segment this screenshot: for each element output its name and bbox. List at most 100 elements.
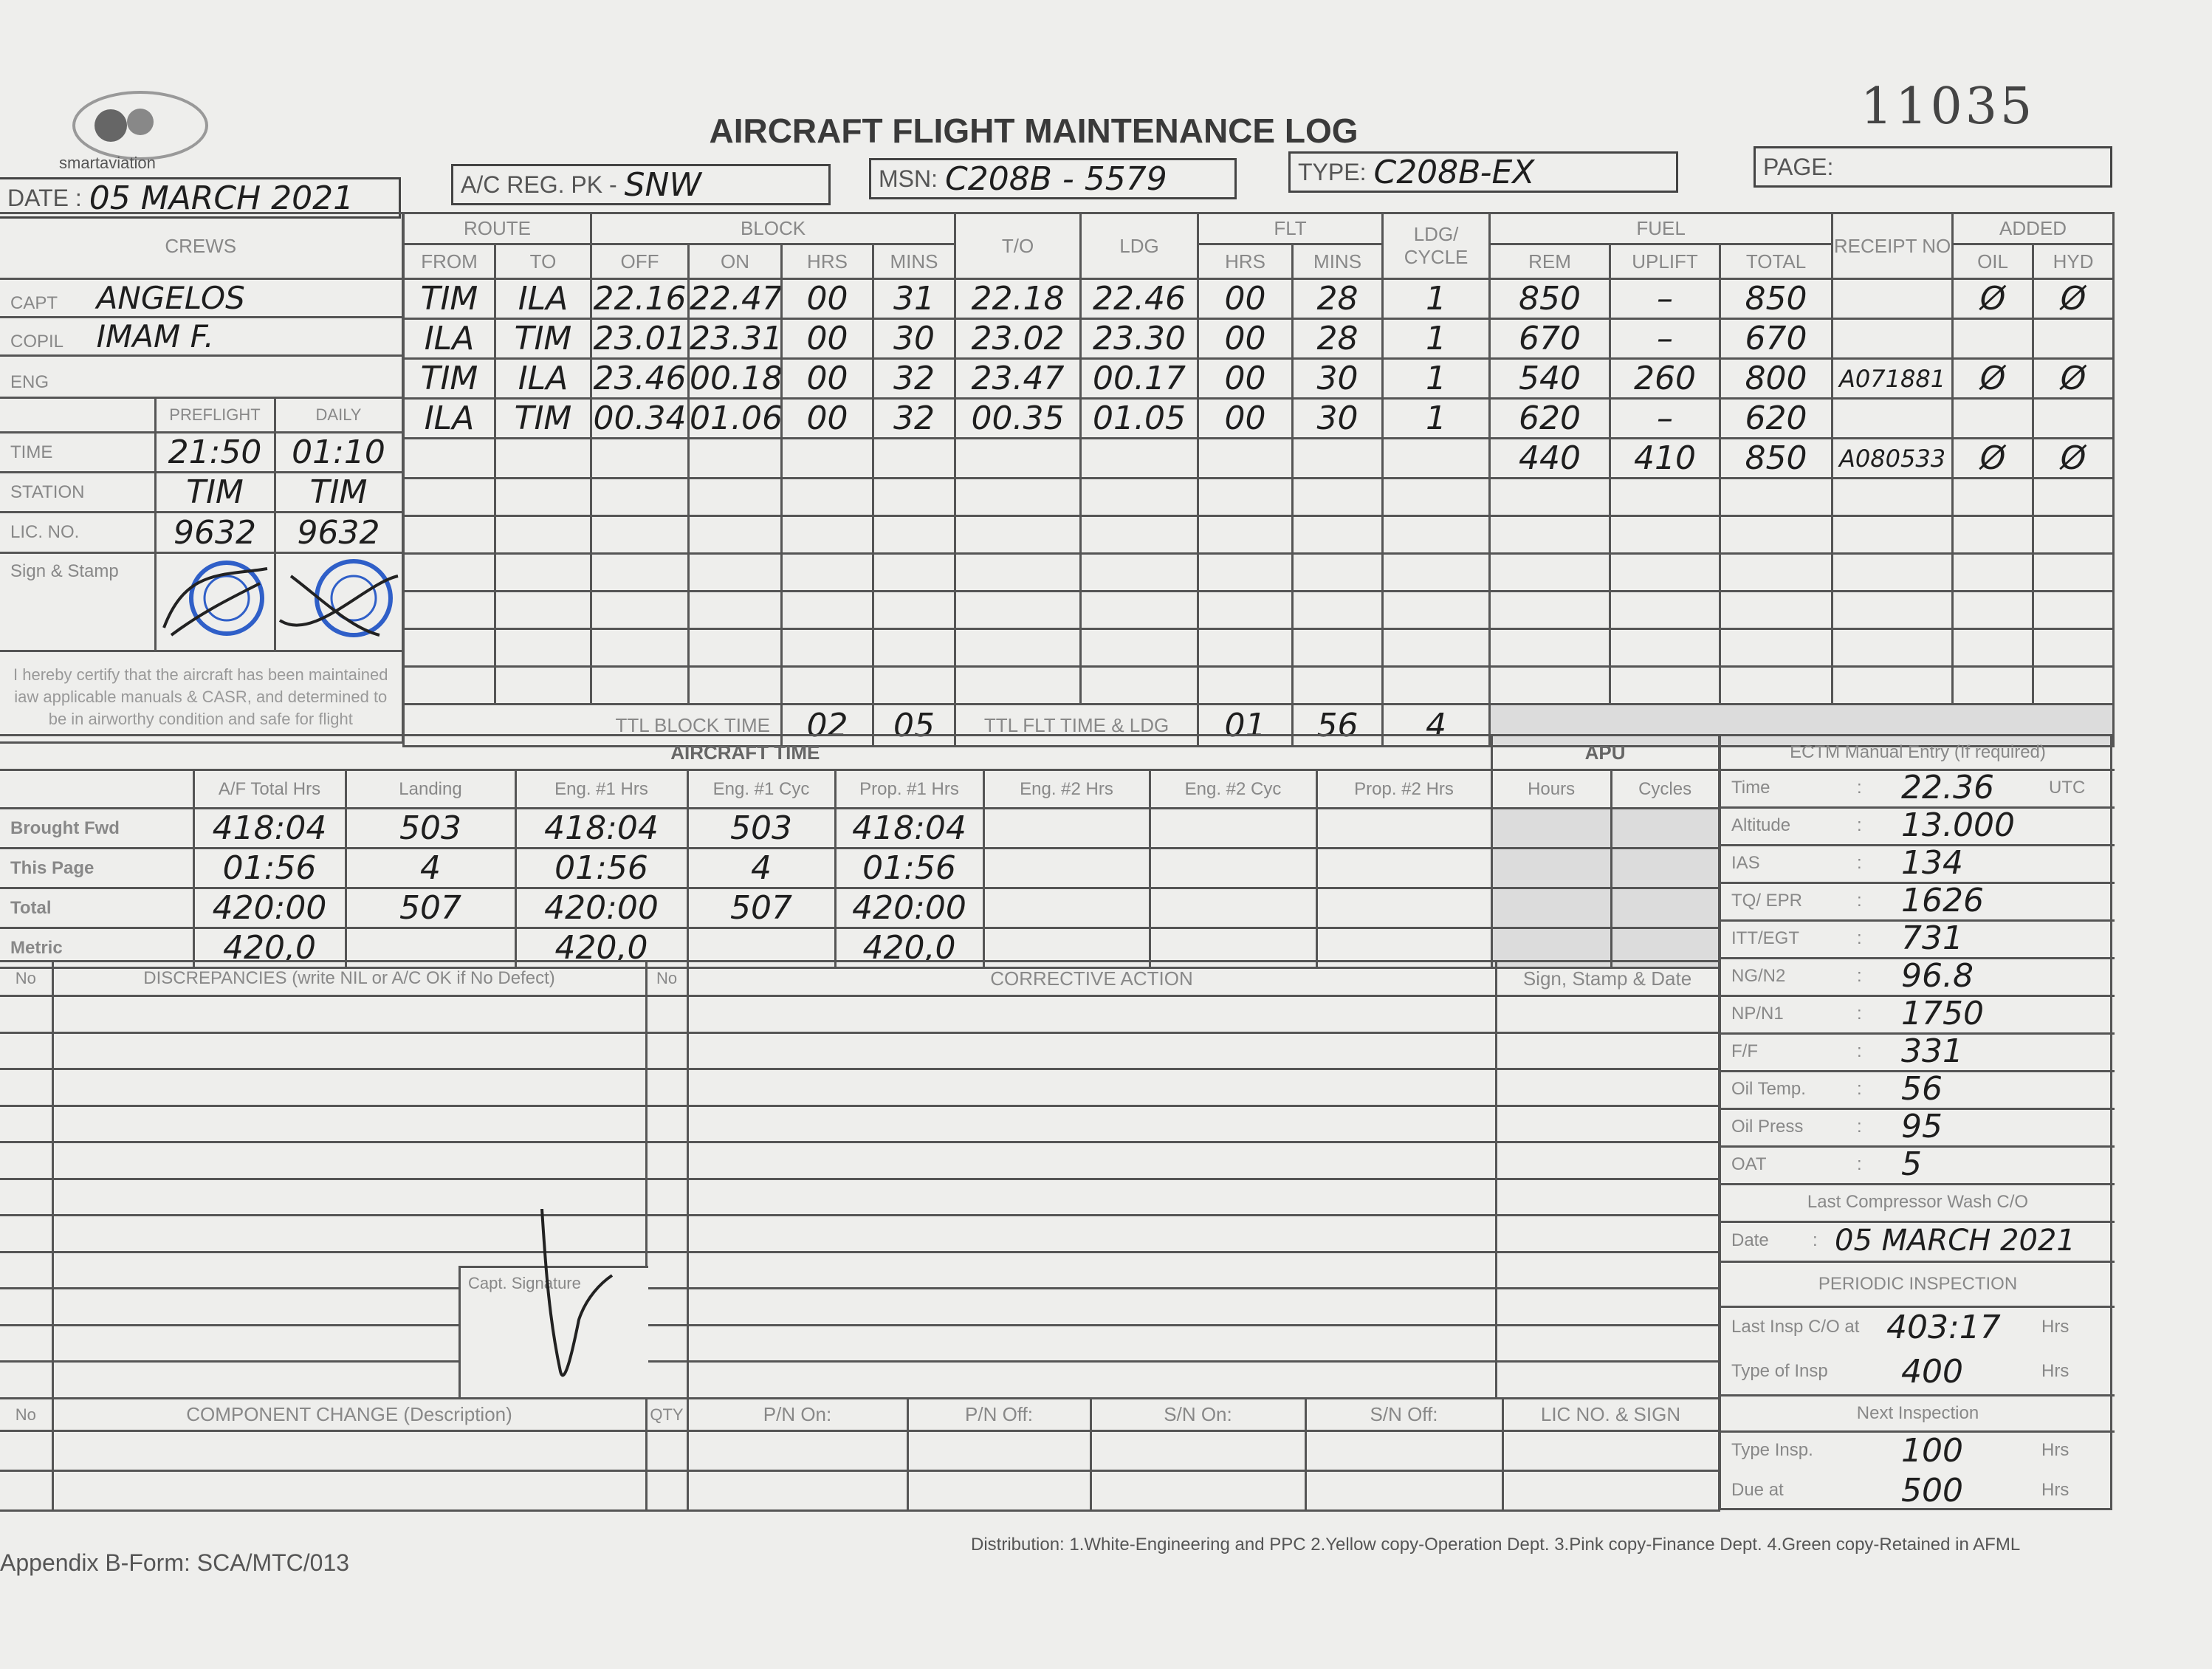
apu-cycles-value[interactable]: [1610, 807, 1720, 849]
preflight-station[interactable]: TIM: [154, 471, 276, 513]
aircraft-time-value[interactable]: [982, 887, 1151, 929]
flight-mins-cell[interactable]: 30: [871, 318, 957, 360]
component-description-cell[interactable]: [51, 1430, 648, 1472]
flight-to-cell[interactable]: [494, 590, 592, 630]
aircraft-time-value[interactable]: 01:56: [192, 847, 347, 889]
flight-rem-cell[interactable]: 440: [1488, 437, 1612, 479]
flight-hrs-cell[interactable]: [780, 590, 874, 630]
flight-hyd-cell[interactable]: [2032, 665, 2115, 705]
flight-to-time-cell[interactable]: 23.02: [954, 318, 1082, 360]
daily-station[interactable]: TIM: [273, 471, 404, 513]
flight-cycle-cell[interactable]: [1381, 590, 1491, 630]
ectm-row[interactable]: Oil Press: 95: [1721, 1108, 2115, 1148]
flight-to-cell[interactable]: [494, 665, 592, 705]
capt-signature-box[interactable]: Capt. Signature: [458, 1209, 648, 1399]
page-field[interactable]: PAGE:: [1754, 146, 2112, 188]
discrepancy-no-cell[interactable]: [0, 995, 54, 1034]
flight-receipt-cell[interactable]: [1831, 665, 1954, 705]
discrepancy-text-cell[interactable]: [51, 995, 648, 1034]
daily-lic[interactable]: 9632: [273, 511, 404, 554]
flight-cycle-cell[interactable]: 1: [1381, 357, 1491, 400]
flight-on-cell[interactable]: 00.18: [687, 357, 783, 400]
discrepancy-text-cell[interactable]: [51, 1068, 648, 1107]
flight-total-cell[interactable]: [1719, 590, 1834, 630]
flight-off-cell[interactable]: [590, 437, 690, 479]
aircraft-time-value[interactable]: 418:04: [514, 807, 689, 849]
flight-hrs-cell[interactable]: [780, 477, 874, 517]
aircraft-time-value[interactable]: 507: [344, 887, 517, 929]
flight-to-cell[interactable]: ILA: [494, 278, 592, 320]
flight-hyd-cell[interactable]: [2032, 318, 2115, 360]
flight-from-cell[interactable]: TIM: [402, 357, 496, 400]
flight-mins-cell[interactable]: [871, 590, 957, 630]
aircraft-time-value[interactable]: 503: [344, 807, 517, 849]
flight-mins-cell[interactable]: 31: [871, 278, 957, 320]
flight-off-cell[interactable]: 23.46: [590, 357, 690, 400]
flight-ldg-cell[interactable]: [1079, 515, 1200, 555]
flight-mins-cell[interactable]: [871, 515, 957, 555]
aircraft-time-value[interactable]: 418:04: [192, 807, 347, 849]
flight-oil-cell[interactable]: [1951, 590, 2035, 630]
aircraft-time-value[interactable]: 420:00: [192, 887, 347, 929]
flight-to-cell[interactable]: [494, 552, 592, 592]
due-row[interactable]: Due at 500 Hrs: [1721, 1470, 2115, 1510]
apu-hours-value[interactable]: [1490, 887, 1612, 929]
flight-uplift-cell[interactable]: [1609, 590, 1722, 630]
flight-ldg-cell[interactable]: [1079, 590, 1200, 630]
preflight-lic[interactable]: 9632: [154, 511, 276, 554]
reg-field[interactable]: A/C REG. PK - SNW: [451, 164, 831, 205]
flight-oil-cell[interactable]: [1951, 628, 2035, 668]
aircraft-time-value[interactable]: [1148, 887, 1318, 929]
flight-rem-cell[interactable]: [1488, 628, 1612, 668]
flight-to-time-cell[interactable]: [954, 628, 1082, 668]
flight-off-cell[interactable]: [590, 665, 690, 705]
flight-off-cell[interactable]: [590, 628, 690, 668]
flight-on-cell[interactable]: 01.06: [687, 397, 783, 439]
sign-stamp-date-cell[interactable]: [1494, 995, 1720, 1034]
flight-receipt-cell[interactable]: [1831, 628, 1954, 668]
flight-mins-cell[interactable]: [871, 477, 957, 517]
flight-hrs-cell[interactable]: [780, 665, 874, 705]
flight-from-cell[interactable]: [402, 437, 496, 479]
flight-cycle-cell[interactable]: [1381, 515, 1491, 555]
sign-stamp-date-cell[interactable]: [1494, 1323, 1720, 1363]
flight-oil-cell[interactable]: Ø: [1951, 278, 2035, 320]
apu-cycles-value[interactable]: [1610, 847, 1720, 889]
sign-stamp-date-cell[interactable]: [1494, 1287, 1720, 1326]
sign-stamp-date-cell[interactable]: [1494, 1141, 1720, 1180]
eng-row[interactable]: ENG: [0, 354, 404, 399]
discrepancy-text-cell[interactable]: [51, 1141, 648, 1180]
flight-uplift-cell[interactable]: –: [1609, 318, 1722, 360]
flight-to-time-cell[interactable]: [954, 477, 1082, 517]
flight-ldg-cell[interactable]: [1079, 552, 1200, 592]
action-no-cell[interactable]: [645, 1214, 689, 1253]
flight-hrs-cell[interactable]: [780, 437, 874, 479]
flight-ldg-cell[interactable]: 01.05: [1079, 397, 1200, 439]
flight-uplift-cell[interactable]: –: [1609, 278, 1722, 320]
flight-to-cell[interactable]: [494, 628, 592, 668]
flight-cycle-cell[interactable]: [1381, 665, 1491, 705]
flight-rem-cell[interactable]: 620: [1488, 397, 1612, 439]
corrective-action-cell[interactable]: [686, 1214, 1497, 1253]
aircraft-time-value[interactable]: [982, 807, 1151, 849]
flight-total-cell[interactable]: [1719, 477, 1834, 517]
flight-off-cell[interactable]: 22.16: [590, 278, 690, 320]
action-no-cell[interactable]: [645, 995, 689, 1034]
pn-off-cell[interactable]: [906, 1470, 1092, 1512]
flight-total-cell[interactable]: 620: [1719, 397, 1834, 439]
flight-rem-cell[interactable]: 850: [1488, 278, 1612, 320]
type-insp-row[interactable]: Type of Insp 400 Hrs: [1721, 1348, 2115, 1396]
flight-oil-cell[interactable]: [1951, 397, 2035, 439]
flight-to-cell[interactable]: TIM: [494, 397, 592, 439]
flight-receipt-cell[interactable]: [1831, 278, 1954, 320]
flight-off-cell[interactable]: [590, 515, 690, 555]
aircraft-time-value[interactable]: [982, 847, 1151, 889]
ectm-row[interactable]: TQ/ EPR: 1626: [1721, 882, 2115, 922]
flight-receipt-cell[interactable]: [1831, 515, 1954, 555]
flight-flt-mins-cell[interactable]: [1291, 628, 1384, 668]
flight-ldg-cell[interactable]: [1079, 628, 1200, 668]
flight-on-cell[interactable]: 23.31: [687, 318, 783, 360]
sign-stamp-date-cell[interactable]: [1494, 1068, 1720, 1107]
flight-from-cell[interactable]: [402, 628, 496, 668]
aircraft-time-value[interactable]: [1315, 847, 1493, 889]
